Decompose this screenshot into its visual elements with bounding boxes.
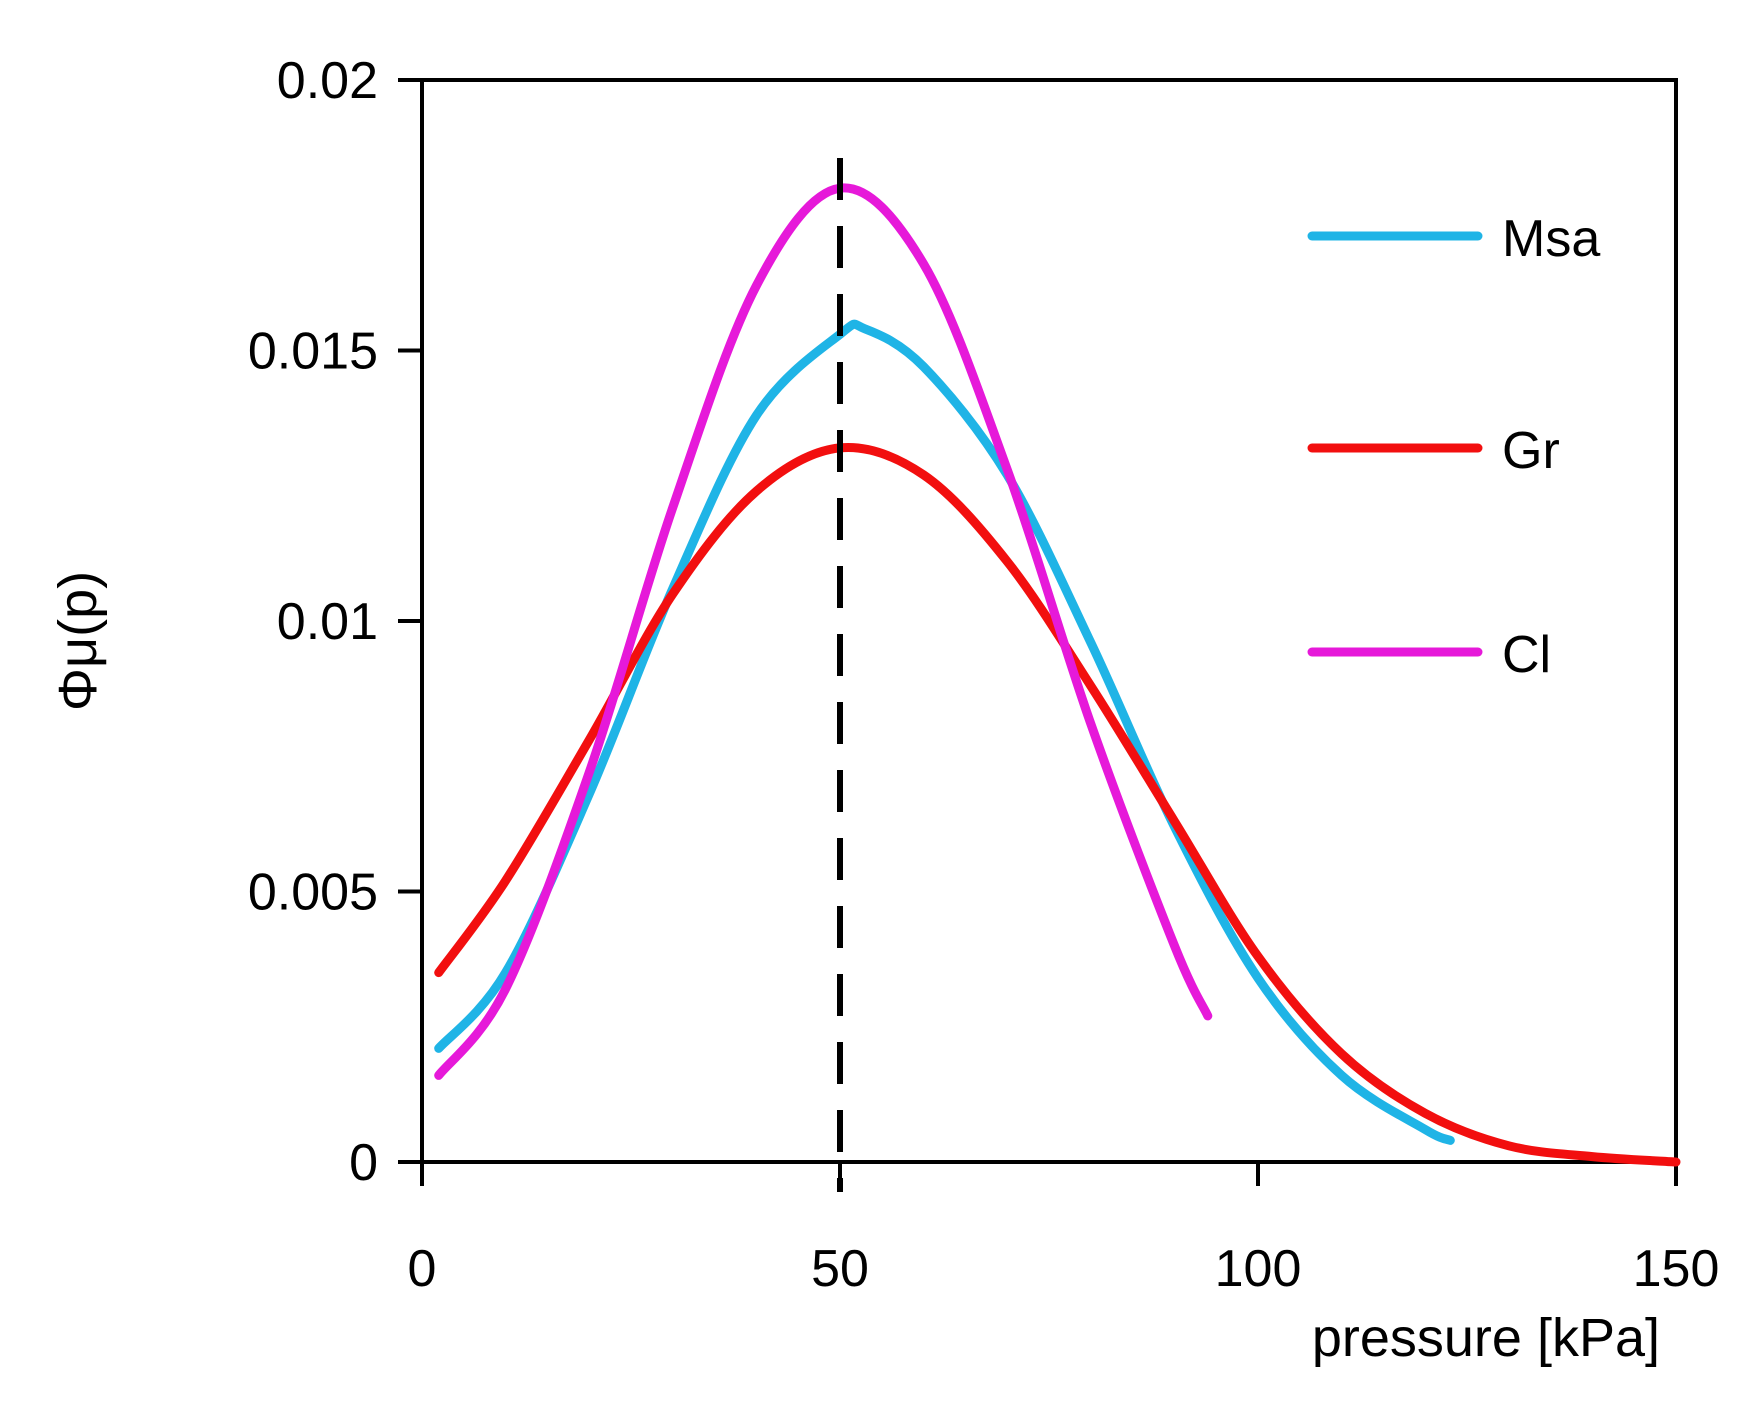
y-tick-label: 0 bbox=[349, 1134, 378, 1192]
y-axis-title: Φμ(p) bbox=[48, 571, 108, 711]
y-tick-label: 0.01 bbox=[277, 593, 378, 651]
y-tick-label: 0.005 bbox=[248, 864, 378, 922]
x-tick-label: 0 bbox=[408, 1240, 437, 1298]
y-tick-label: 0.015 bbox=[248, 323, 378, 381]
y-tick-label: 0.02 bbox=[277, 52, 378, 110]
x-axis-tick-labels: 0 50 100 150 bbox=[408, 1240, 1720, 1298]
y-axis-ticks bbox=[398, 78, 422, 1164]
series-layer bbox=[434, 183, 1681, 1167]
legend-label-cl: Cl bbox=[1502, 626, 1551, 684]
x-tick-label: 100 bbox=[1215, 1240, 1302, 1298]
series-line-msa bbox=[434, 319, 1455, 1145]
x-axis-title: pressure [kPa] bbox=[1312, 1308, 1660, 1368]
series-line-cl bbox=[434, 183, 1213, 1080]
legend-label-msa: Msa bbox=[1502, 210, 1600, 268]
y-axis-tick-labels: 0 0.005 0.01 0.015 0.02 bbox=[248, 52, 378, 1192]
plot-area bbox=[398, 78, 1681, 1192]
x-tick-label: 150 bbox=[1633, 1240, 1720, 1298]
x-tick-label: 50 bbox=[811, 1240, 869, 1298]
legend: Msa Gr Cl bbox=[1307, 210, 1600, 684]
legend-label-gr: Gr bbox=[1502, 422, 1560, 480]
